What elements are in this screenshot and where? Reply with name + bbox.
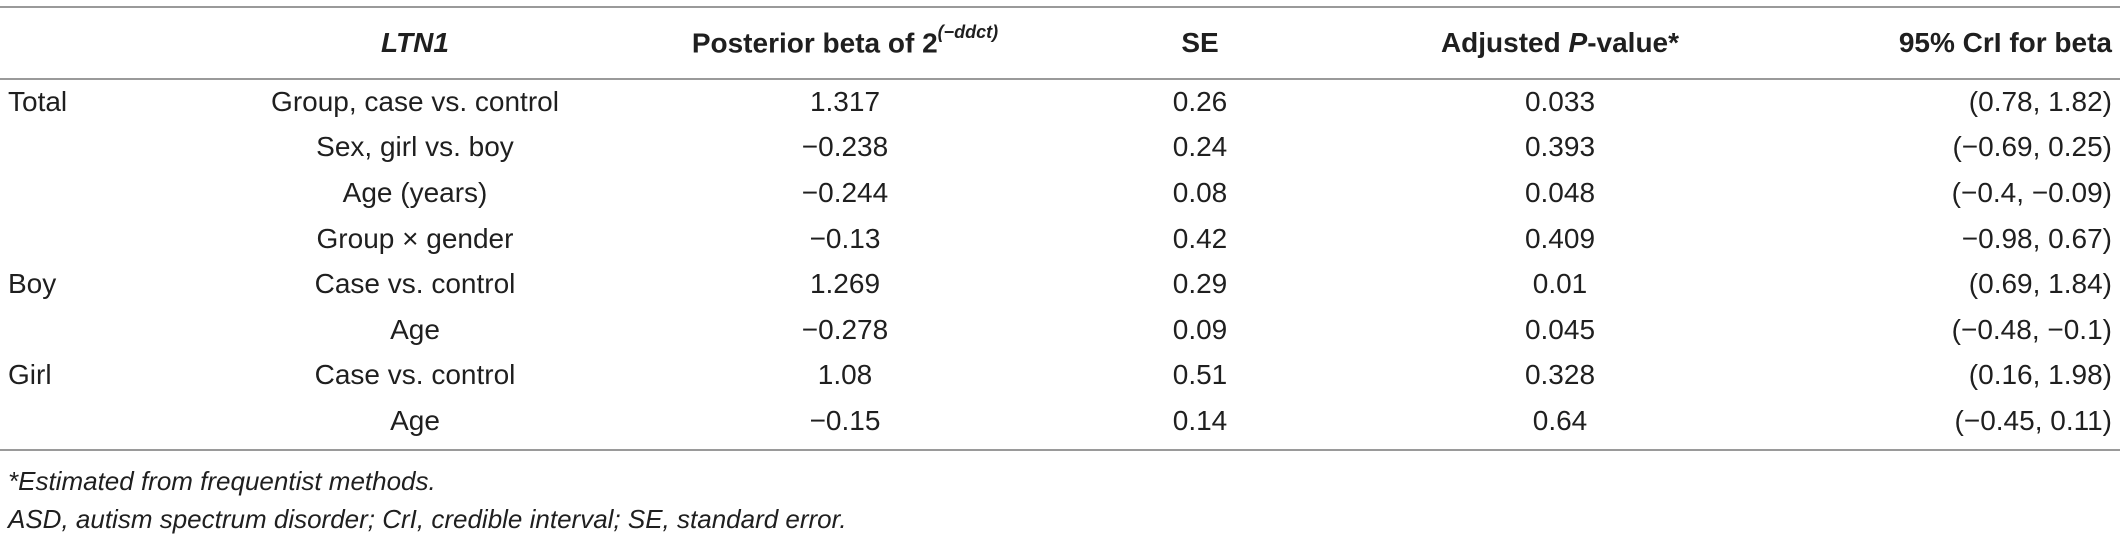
header-posterior-beta-exponent: (−ddct) [937, 22, 999, 43]
beta-cell: −0.15 [630, 398, 1060, 452]
results-table: LTN1 Posterior beta of 2(−ddct) SE Adjus… [0, 6, 2120, 452]
header-adjusted-p-pre: Adjusted [1440, 27, 1569, 58]
se-cell: 0.26 [1172, 86, 1228, 118]
header-row: LTN1 Posterior beta of 2(−ddct) SE Adjus… [0, 6, 2120, 80]
group-cell [0, 170, 200, 216]
group-cell: Boy [8, 268, 57, 300]
beta-cell: −0.278 [801, 313, 889, 345]
p-value-cell: 0.409 [1524, 222, 1596, 254]
ci-cell: (−0.69, 0.25) [1952, 131, 2112, 163]
header-posterior-beta-label: Posterior beta of 2 [691, 27, 938, 59]
beta-cell: −0.244 [801, 176, 889, 208]
table-row: Age −0.278 0.09 0.045 (−0.48, −0.1) [0, 307, 2120, 353]
beta-cell: 1.269 [809, 268, 881, 300]
beta-cell: −0.238 [801, 131, 889, 163]
table-row: Age (years) −0.244 0.08 0.048 (−0.4, −0.… [0, 170, 2120, 216]
footnote-frequentist: *Estimated from frequentist methods. [8, 466, 436, 496]
variable-cell: Sex, girl vs. boy [316, 131, 514, 163]
table-row: Boy Case vs. control 1.269 0.29 0.01 (0.… [0, 261, 2120, 307]
table-body: Total Group, case vs. control 1.317 0.26… [0, 79, 2120, 452]
header-adjusted-p: Adjusted P-value* [1340, 6, 1780, 80]
se-cell: 0.24 [1172, 131, 1228, 163]
variable-cell: Group, case vs. control [271, 86, 559, 118]
header-adjusted-p-italic: P [1568, 27, 1588, 58]
ci-cell: (0.69, 1.84) [1968, 268, 2112, 300]
beta-cell: 1.317 [809, 86, 881, 118]
beta-cell: 1.08 [817, 359, 873, 391]
header-adjusted-p-post: -value* [1587, 27, 1680, 58]
group-cell: Total [8, 86, 68, 118]
table-footnotes: *Estimated from frequentist methods. ASD… [8, 462, 847, 538]
variable-cell: Age (years) [342, 176, 488, 208]
header-group [0, 6, 200, 80]
table-row: Total Group, case vs. control 1.317 0.26… [0, 79, 2120, 125]
table-header: LTN1 Posterior beta of 2(−ddct) SE Adjus… [0, 6, 2120, 80]
p-value-cell: 0.033 [1524, 86, 1596, 118]
group-cell [0, 216, 200, 262]
variable-cell: Case vs. control [314, 268, 516, 300]
p-value-cell: 0.393 [1524, 131, 1596, 163]
group-cell [0, 125, 200, 171]
variable-cell: Case vs. control [314, 359, 516, 391]
se-cell: 0.29 [1172, 268, 1228, 300]
se-cell: 0.14 [1060, 398, 1340, 452]
header-credible-interval: 95% CrI for beta [1780, 6, 2120, 80]
group-cell [0, 398, 200, 452]
header-gene: LTN1 [200, 6, 630, 80]
ci-cell: (0.16, 1.98) [1968, 359, 2112, 391]
ci-cell: −0.98, 0.67) [1961, 222, 2112, 254]
header-gene-label: LTN1 [381, 27, 449, 58]
group-cell: Girl [8, 359, 52, 391]
p-value-cell: 0.045 [1524, 313, 1596, 345]
table-row: Group × gender −0.13 0.42 0.409 −0.98, 0… [0, 216, 2120, 262]
footnote-abbreviations: ASD, autism spectrum disorder; CrI, cred… [8, 504, 847, 534]
ci-cell: (0.78, 1.82) [1968, 86, 2112, 118]
ci-cell: (−0.48, −0.1) [1951, 313, 2112, 345]
table-row: Girl Case vs. control 1.08 0.51 0.328 (0… [0, 353, 2120, 399]
p-value-cell: 0.01 [1532, 268, 1588, 300]
ci-cell: (−0.4, −0.09) [1951, 176, 2112, 208]
table-row: Age −0.15 0.14 0.64 (−0.45, 0.11) [0, 398, 2120, 452]
variable-cell: Age [200, 398, 630, 452]
results-table-wrapper: LTN1 Posterior beta of 2(−ddct) SE Adjus… [0, 6, 2120, 452]
variable-cell: Age [390, 313, 440, 345]
header-posterior-beta: Posterior beta of 2(−ddct) [630, 6, 1060, 80]
table-row: Sex, girl vs. boy −0.238 0.24 0.393 (−0.… [0, 125, 2120, 171]
se-cell: 0.42 [1172, 222, 1228, 254]
ci-cell: (−0.45, 0.11) [1780, 398, 2120, 452]
variable-cell: Group × gender [316, 222, 514, 254]
group-cell [0, 307, 200, 353]
beta-cell: −0.13 [809, 222, 881, 254]
p-value-cell: 0.64 [1340, 398, 1780, 452]
header-se: SE [1060, 6, 1340, 80]
p-value-cell: 0.048 [1524, 176, 1596, 208]
p-value-cell: 0.328 [1524, 359, 1596, 391]
se-cell: 0.09 [1172, 313, 1228, 345]
se-cell: 0.08 [1172, 176, 1228, 208]
se-cell: 0.51 [1172, 359, 1228, 391]
